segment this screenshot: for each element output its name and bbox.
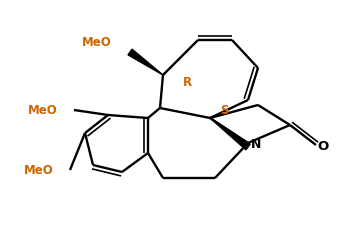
Text: MeO: MeO xyxy=(24,164,54,177)
Text: N: N xyxy=(251,137,261,150)
Text: MeO: MeO xyxy=(82,35,112,49)
Polygon shape xyxy=(210,118,250,150)
Text: MeO: MeO xyxy=(28,104,58,117)
Text: S: S xyxy=(220,104,228,117)
Text: O: O xyxy=(317,141,329,153)
Text: R: R xyxy=(183,76,191,90)
Polygon shape xyxy=(128,49,163,75)
